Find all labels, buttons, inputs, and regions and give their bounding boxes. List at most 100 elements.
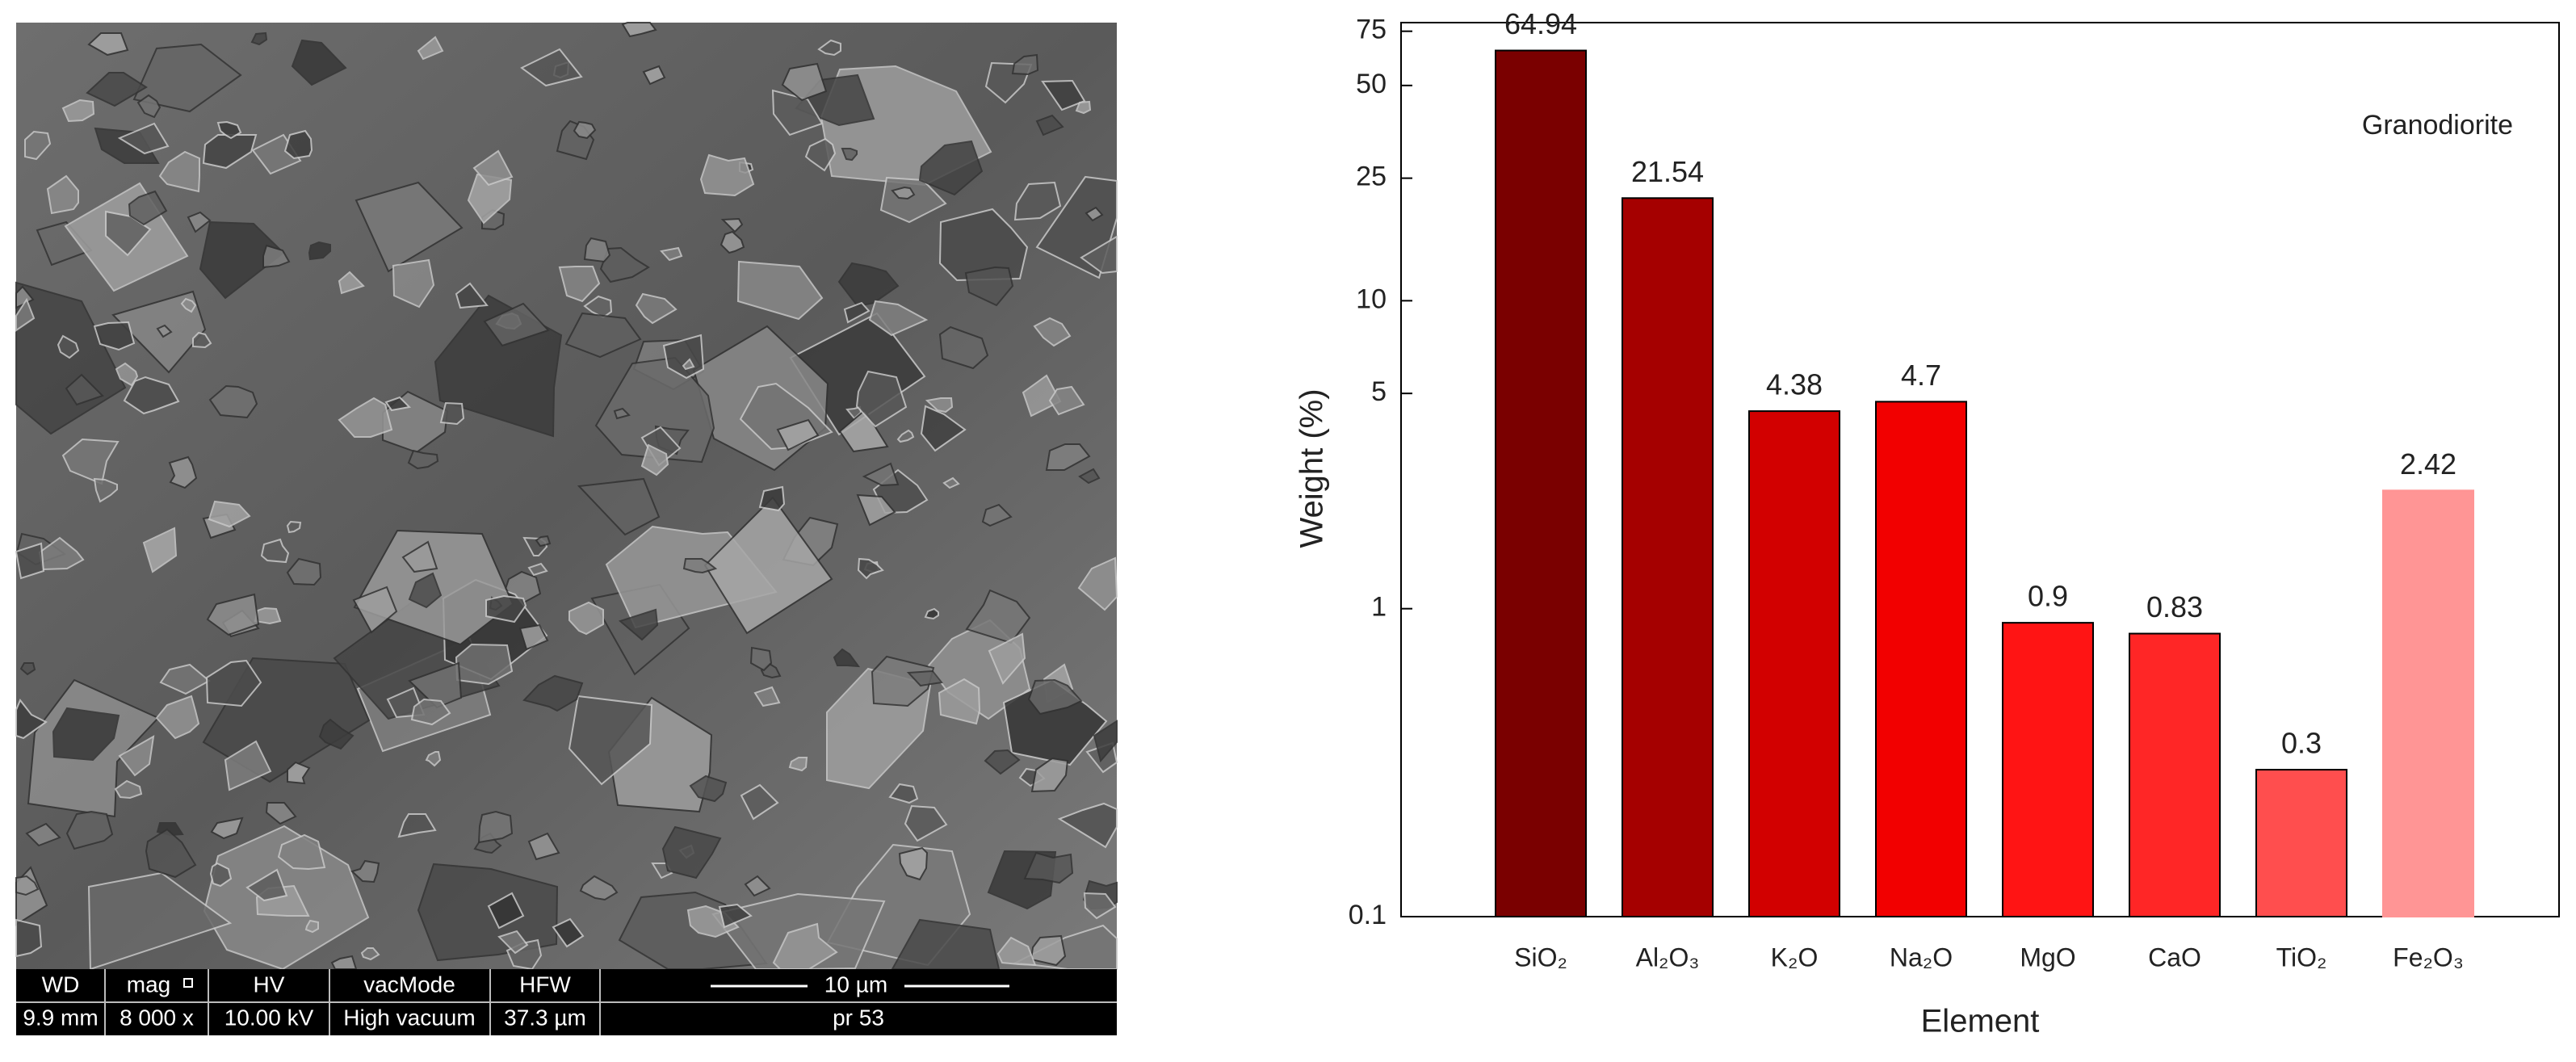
sem-grain (117, 122, 170, 155)
info-header: WD (42, 972, 80, 997)
sem-grain (1057, 802, 1118, 849)
sem-grain (984, 749, 1021, 775)
sem-grain (15, 542, 45, 580)
x-tick-label: MgO (2020, 942, 2075, 972)
sem-grain (1080, 235, 1118, 275)
sem-grain (1022, 374, 1062, 418)
sem-grain (904, 804, 948, 842)
sem-grain (642, 65, 666, 86)
sem-grain (618, 608, 659, 641)
sem-grain (1085, 206, 1104, 222)
sem-grain (180, 297, 197, 313)
sem-grain (758, 485, 786, 512)
sem-grain (417, 36, 444, 61)
sem-grain (286, 557, 322, 586)
sem-texture (15, 22, 1118, 971)
sem-grain (1033, 317, 1072, 347)
sem-grain (660, 246, 683, 262)
sem-grain (689, 774, 728, 803)
sem-grain (115, 362, 139, 387)
sem-grain (425, 751, 442, 767)
sem-grain (455, 282, 489, 309)
sem-grain (753, 686, 781, 707)
sem-grain (682, 558, 718, 574)
sem-grain (199, 220, 285, 300)
sem-grain (136, 94, 162, 119)
plot-frame (1400, 22, 2560, 917)
sem-grain (1030, 757, 1069, 793)
sem-grain (718, 903, 753, 929)
sem-grain (187, 211, 212, 233)
mag-icon (183, 978, 193, 988)
sem-grain (918, 140, 984, 196)
sem-image: 10 µm pr 53 (15, 22, 1118, 1035)
sem-grain (938, 678, 981, 725)
sem-grain (384, 396, 412, 412)
sem-grain (277, 833, 326, 871)
sem-grain (781, 62, 828, 102)
sem-grain (1027, 678, 1083, 716)
y-tick-label: 10 (1356, 283, 1387, 314)
sem-grain (209, 862, 233, 888)
bar (1622, 197, 1714, 917)
sem-grain (552, 917, 585, 948)
x-tick-label: CaO (2148, 942, 2201, 972)
sem-grain (1013, 181, 1062, 221)
sem-grain (568, 695, 653, 786)
value-label: 4.38 (1766, 368, 1823, 401)
sem-grain (981, 503, 1013, 527)
scale-bar-label: 10 µm (824, 972, 887, 997)
sem-grain (408, 661, 463, 709)
x-tick-label: Al₂O₃ (1636, 942, 1700, 972)
sem-grain (740, 783, 779, 821)
sem-grain (788, 757, 808, 772)
x-tick-label: TiO₂ (2276, 942, 2327, 972)
sem-grain (128, 190, 168, 226)
sem-grain (1077, 556, 1118, 611)
sem-grain (520, 48, 583, 87)
annotation: Granodiorite (2362, 110, 2513, 141)
sem-grain (287, 761, 311, 785)
sem-grain (988, 632, 1026, 685)
info-header: HFW (519, 972, 571, 997)
sem-grain (408, 572, 443, 609)
sem-grain (159, 663, 211, 695)
sem-grain (1075, 100, 1092, 115)
sem-grain (833, 648, 861, 668)
sem-grain (857, 557, 884, 580)
sem-grain (15, 875, 40, 896)
sem-grain (583, 237, 611, 263)
sem-grain (206, 593, 260, 636)
sem-grain (15, 699, 48, 740)
sem-grain (19, 662, 36, 676)
sem-grain (93, 477, 118, 503)
sem-grain (682, 358, 695, 371)
sem-grain (208, 384, 258, 419)
sem-grain (15, 297, 36, 332)
y-tick-label: 5 (1371, 376, 1387, 407)
sem-grain (262, 244, 291, 269)
sem-grain (208, 500, 251, 528)
sem-grain (1083, 892, 1117, 920)
sem-grain (1023, 851, 1074, 884)
sem-grain (891, 186, 916, 200)
sem-grain (318, 718, 355, 750)
sem-grain (841, 148, 858, 162)
sem-grain (920, 405, 967, 452)
sem-grain (407, 449, 439, 470)
bar (1495, 49, 1587, 917)
sem-grain (924, 607, 939, 620)
sem-grain (224, 740, 272, 791)
y-axis-title: Weight (%) (1294, 388, 1330, 548)
sem-grain (338, 397, 393, 438)
sem-grain (286, 520, 302, 534)
sem-grain (855, 370, 908, 428)
sem-grain (254, 607, 282, 625)
sem-grain (417, 863, 559, 962)
sem-grain (155, 695, 200, 740)
sem-grain (964, 266, 1014, 307)
value-label: 0.83 (2146, 590, 2203, 623)
info-header: HV (254, 972, 285, 997)
